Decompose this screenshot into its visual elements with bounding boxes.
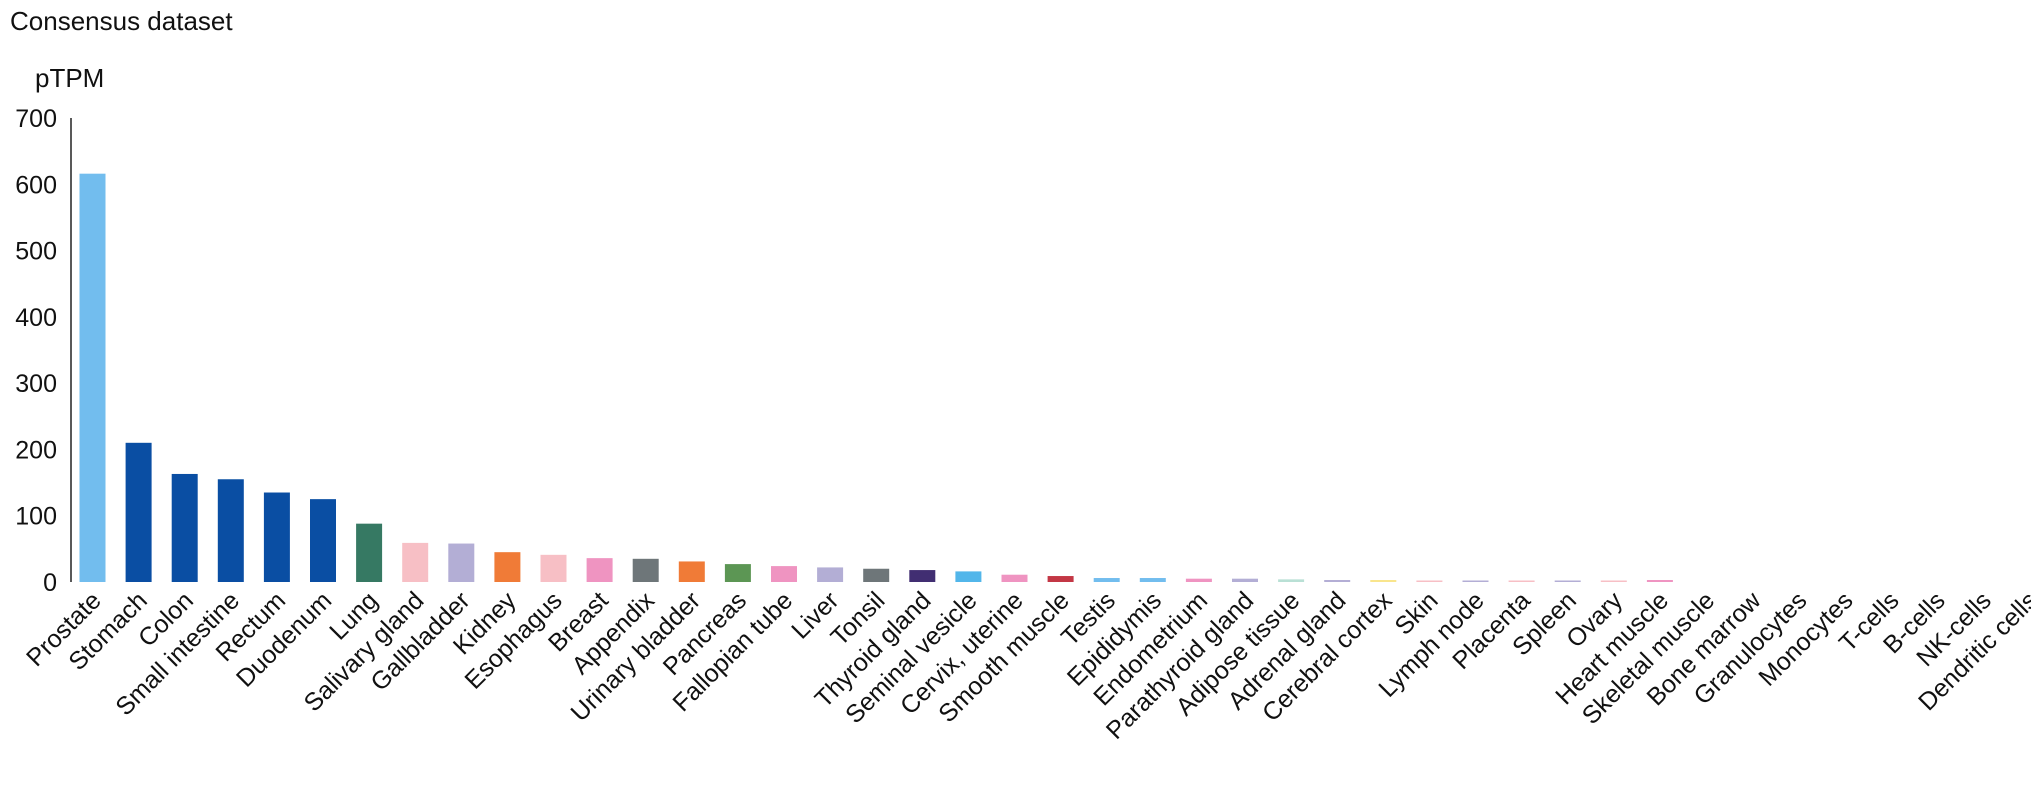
bar-pancreas — [724, 564, 751, 582]
bar-adipose-tissue — [1278, 579, 1305, 582]
chart-title: Consensus dataset — [10, 6, 233, 36]
y-tick-label: 500 — [15, 238, 57, 266]
bar-cerebral-cortex — [1370, 580, 1397, 582]
bar-epididymis — [1139, 578, 1166, 582]
bar-thyroid-gland — [909, 570, 936, 582]
bars — [79, 173, 1673, 582]
bar-stomach — [125, 442, 152, 582]
bar-parathyroid-gland — [1232, 578, 1258, 582]
bar-tonsil — [863, 568, 890, 582]
y-tick-label: 100 — [15, 503, 57, 531]
bar-spleen — [1554, 580, 1581, 582]
bar-adrenal-gland — [1324, 580, 1351, 582]
bar-appendix — [632, 558, 659, 582]
bar-prostate — [79, 173, 106, 582]
y-tick-label: 600 — [15, 171, 57, 199]
y-tick-label: 400 — [15, 304, 57, 332]
bar-kidney — [494, 552, 521, 582]
bar-lymph-node — [1462, 580, 1489, 582]
bar-colon — [171, 473, 198, 582]
bar-breast — [586, 558, 613, 582]
y-axis-label: pTPM — [35, 63, 105, 93]
bar-testis — [1093, 578, 1120, 582]
bar-seminal-vesicle — [955, 571, 982, 582]
y-tick-label: 700 — [15, 105, 57, 133]
bar-rectum — [263, 492, 290, 582]
bar-ovary — [1600, 580, 1627, 582]
bar-salivary-gland — [402, 542, 429, 582]
bar-urinary-bladder — [678, 561, 705, 582]
bar-skin — [1416, 580, 1443, 582]
y-tick-label: 300 — [15, 370, 57, 398]
y-axis: 0 100 200 300 400 500 600 700 — [15, 105, 72, 597]
bar-gallbladder — [448, 543, 475, 582]
bar-heart-muscle — [1646, 580, 1673, 582]
bar-cervix-uterine — [1001, 574, 1028, 582]
bar-small-intestine — [217, 479, 244, 582]
bar-fallopian-tube — [771, 566, 797, 582]
bar-placenta — [1508, 580, 1535, 582]
bar-endometrium — [1185, 578, 1212, 582]
bar-esophagus — [540, 554, 567, 582]
bar-liver — [817, 567, 844, 582]
bar-smooth-muscle — [1047, 576, 1074, 582]
bar-lung — [356, 523, 383, 582]
bar-duodenum — [310, 499, 336, 582]
y-tick-label: 0 — [43, 569, 57, 597]
y-tick-label: 200 — [15, 436, 57, 464]
